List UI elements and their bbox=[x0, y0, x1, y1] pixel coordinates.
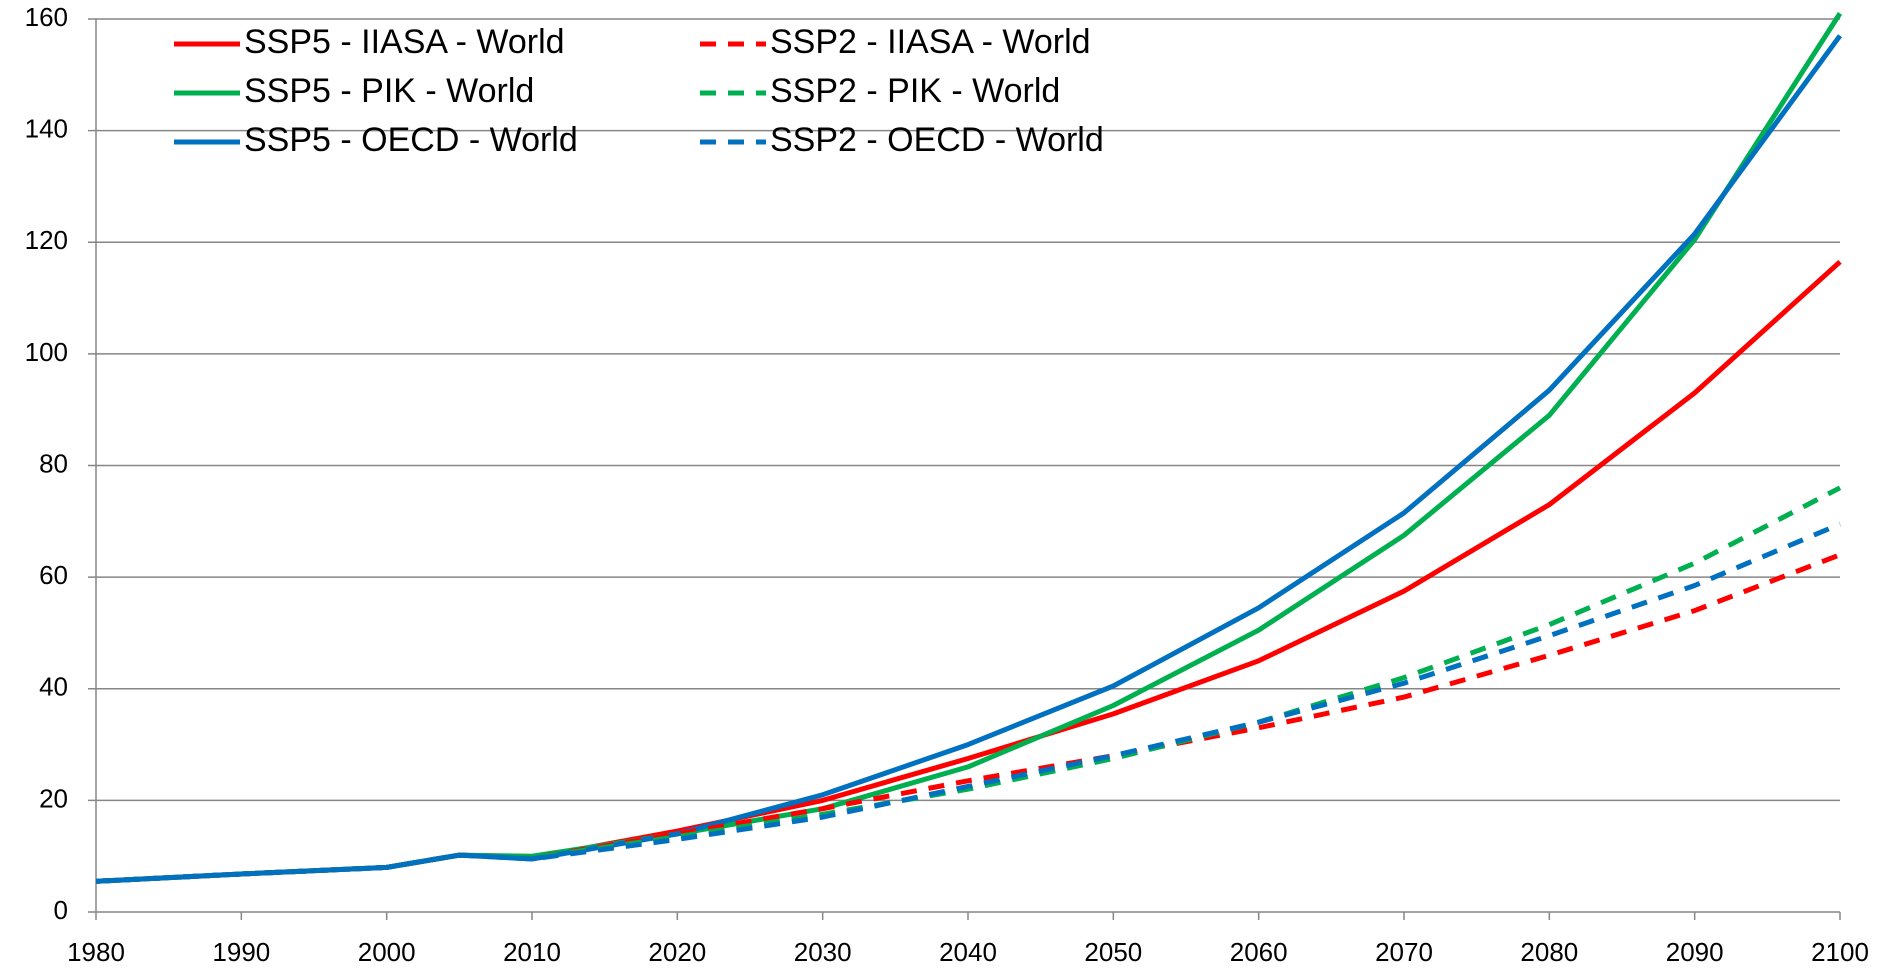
legend-label: SSP2 - IIASA - World bbox=[770, 23, 1091, 61]
x-tick-label: 2030 bbox=[794, 937, 852, 967]
y-tick-label: 160 bbox=[25, 2, 68, 32]
y-tick-label: 20 bbox=[39, 783, 68, 813]
series-line bbox=[96, 485, 1842, 884]
x-tick-label: 2050 bbox=[1084, 937, 1142, 967]
x-tick-label: 2000 bbox=[358, 937, 416, 967]
y-tick-label: 40 bbox=[39, 672, 68, 702]
x-tick-label: 2040 bbox=[939, 937, 997, 967]
y-tick-label: 140 bbox=[25, 114, 68, 144]
legend-label: SSP5 - OECD - World bbox=[244, 121, 578, 159]
x-tick-label: 2060 bbox=[1230, 937, 1288, 967]
legend-label: SSP5 - PIK - World bbox=[244, 72, 534, 110]
x-tick-label: 2100 bbox=[1811, 937, 1869, 967]
y-tick-label: 0 bbox=[54, 895, 68, 925]
x-tick-label: 1980 bbox=[67, 937, 125, 967]
x-tick-label: 2070 bbox=[1375, 937, 1433, 967]
series-line bbox=[96, 34, 1843, 884]
x-tick-label: 2080 bbox=[1520, 937, 1578, 967]
y-tick-label: 120 bbox=[25, 225, 68, 255]
y-tick-label: 60 bbox=[39, 560, 68, 590]
x-tick-label: 2020 bbox=[648, 937, 706, 967]
legend-label: SSP2 - PIK - World bbox=[770, 72, 1060, 110]
x-tick-label: 2010 bbox=[503, 937, 561, 967]
series-line bbox=[96, 552, 1841, 884]
y-tick-label: 100 bbox=[25, 337, 68, 367]
legend-label: SSP2 - OECD - World bbox=[770, 121, 1104, 159]
x-tick-label: 2090 bbox=[1666, 937, 1724, 967]
x-tick-label: 1990 bbox=[212, 937, 270, 967]
legend-label: SSP5 - IIASA - World bbox=[244, 23, 565, 61]
y-tick-label: 80 bbox=[39, 448, 68, 478]
